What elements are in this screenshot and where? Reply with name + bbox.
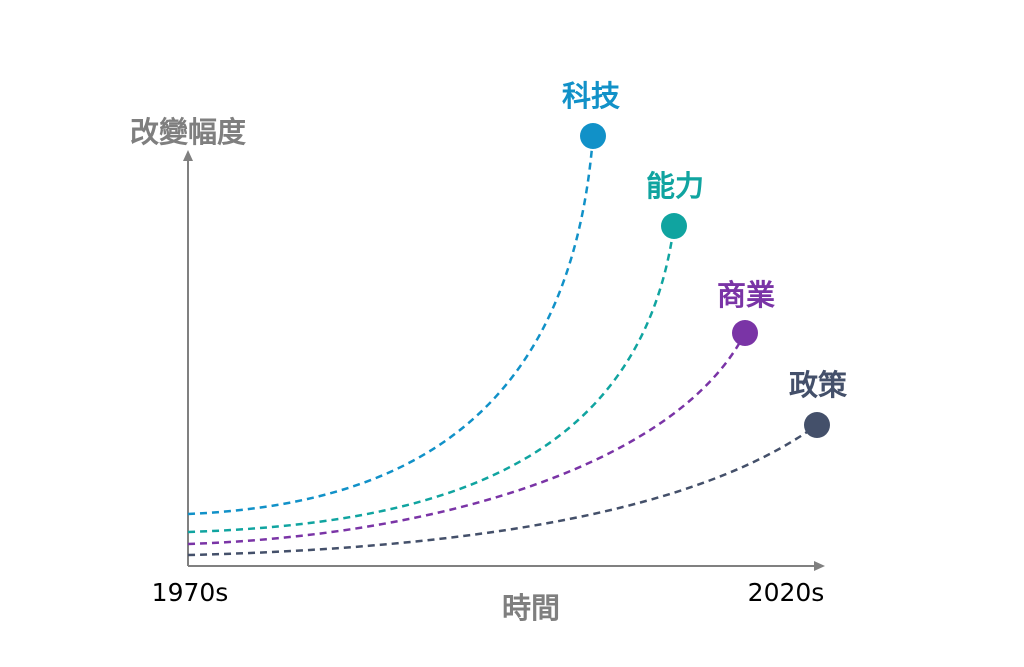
y-axis-arrow	[183, 150, 193, 161]
curve-technology: 科技	[187, 79, 620, 516]
curve-technology-line	[187, 135, 595, 516]
curve-technology-label: 科技	[562, 79, 620, 113]
y-axis-label: 改變幅度	[130, 115, 246, 149]
curve-policy-label: 政策	[789, 368, 848, 402]
curve-policy-line	[187, 423, 818, 557]
curve-business-label: 商業	[717, 278, 775, 312]
curve-capability-point	[661, 213, 687, 239]
curve-capability-label: 能力	[646, 169, 704, 203]
curve-policy: 政策	[187, 368, 848, 557]
curve-capability-line	[187, 225, 676, 534]
x-axis-arrow	[814, 561, 825, 571]
curve-business-point	[732, 320, 758, 346]
curve-capability: 能力	[187, 169, 704, 534]
x-start-label: 1970s	[152, 578, 229, 607]
curve-policy-point	[804, 412, 830, 438]
curve-business-line	[187, 332, 747, 546]
x-end-label: 2020s	[748, 578, 825, 607]
curve-technology-point	[580, 123, 606, 149]
x-axis-label: 時間	[502, 591, 560, 625]
curve-business: 商業	[187, 278, 775, 546]
